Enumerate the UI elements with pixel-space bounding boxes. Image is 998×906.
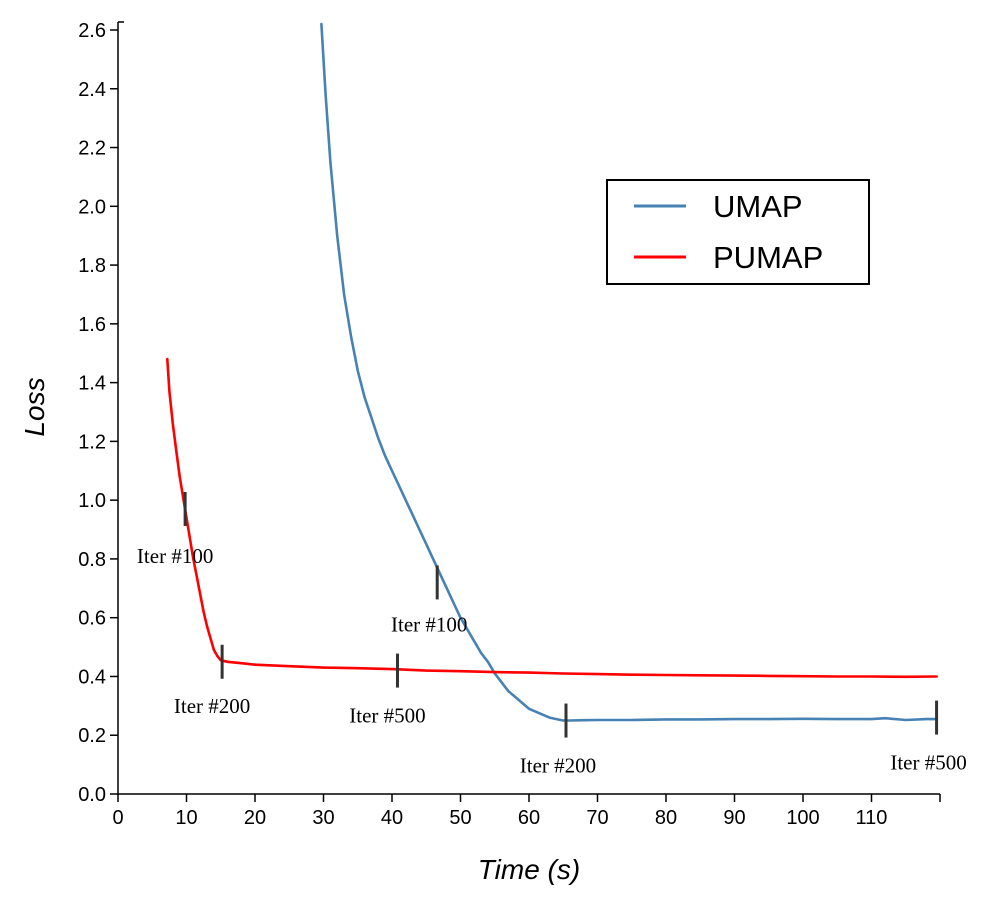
iter-label-pumap: Iter #500 [349,704,425,728]
x-tick-label: 50 [449,807,471,829]
iter-label-pumap: Iter #200 [174,694,250,718]
x-tick-label: 80 [655,807,677,829]
legend-label-umap: UMAP [713,189,803,224]
y-tick-label: 0.4 [78,666,106,688]
iter-label-umap: Iter #100 [391,612,467,636]
x-tick-label: 40 [381,807,403,829]
y-axis-title: Loss [19,377,50,436]
x-tick-label: 0 [112,807,123,829]
axes: 0 10 20 30 40 50 60 70 80 90 100 110 0.0 0.2 0.4 0.6 0.8… [78,20,941,829]
iter-label-pumap: Iter #100 [137,544,213,568]
y-tick-label: 2.2 [78,138,106,160]
iter-label-umap: Iter #200 [520,754,596,778]
x-tick-label: 110 [856,807,888,829]
iter-label-umap: Iter #500 [890,751,966,775]
y-tick-label: 0.6 [78,608,106,630]
series-line-pumap [166,357,938,679]
y-tick-label: 1.8 [78,255,106,277]
y-tick-label: 1.6 [78,314,106,336]
y-tick-label: 0.2 [78,725,106,747]
series-layer [166,22,938,722]
x-tick-label: 70 [586,807,608,829]
legend-box [606,179,870,285]
x-tick-label: 20 [244,807,266,829]
x-tick-label: 30 [312,807,334,829]
series-line-umap [320,22,938,722]
x-tick-label: 60 [518,807,540,829]
x-tick-label: 10 [175,807,197,829]
y-tick-label: 1.2 [78,431,106,453]
x-axis-title: Time (s) [478,854,580,885]
x-tick-label: 90 [723,807,745,829]
legend: UMAP PUMAP [606,179,870,285]
iteration-markers: Iter #100 Iter #200 Iter #500 Iter #100 Iter… [137,491,967,778]
legend-label-pumap: PUMAP [713,240,823,275]
y-tick-label: 1.4 [78,373,106,395]
y-tick-label: 2.6 [78,20,106,42]
y-tick-label: 1.0 [78,490,106,512]
y-tick-label: 0.0 [78,784,106,806]
y-tick-label: 0.8 [78,549,106,571]
y-tick-label: 2.0 [78,196,106,218]
x-tick-label: 100 [786,807,819,829]
y-tick-label: 2.4 [78,79,106,101]
